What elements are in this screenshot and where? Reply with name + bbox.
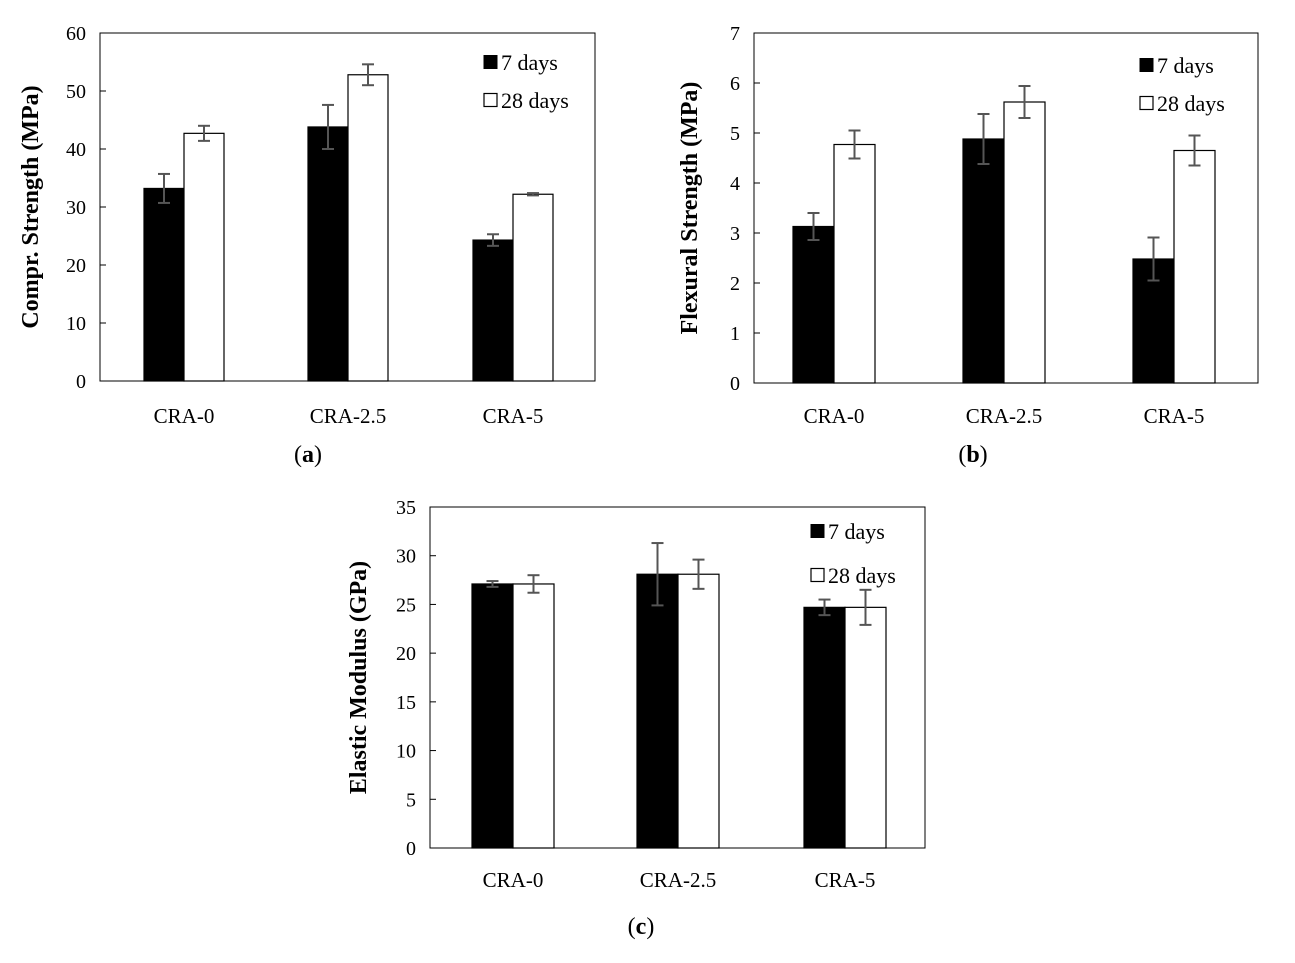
y-tick-label: 30 [396,546,416,568]
bar-7-days-cra-5 [472,239,514,382]
bar-28-days-cra-0 [183,132,225,382]
y-tick-label: 25 [396,594,416,616]
bar-28-days-cra-5 [512,193,554,382]
legend-swatch-28-days [1139,95,1154,111]
y-tick-label: 60 [66,23,86,45]
y-tick-label: 35 [396,497,416,519]
legend: 7 days 28 days [810,519,896,588]
category-label: CRA-2.5 [310,404,386,428]
legend-label-28-days: 28 days [501,88,569,113]
legend-label-28-days: 28 days [1157,91,1225,116]
bar-7-days-cra-2-5 [307,126,349,382]
panel-letter: c [636,914,647,940]
bar-7-days-cra-5 [803,606,846,849]
category-label: CRA-0 [804,404,865,428]
y-tick-label: 3 [730,223,740,245]
category-label: CRA-5 [483,404,544,428]
category-label: CRA-5 [1144,404,1205,428]
y-tick-label: 4 [730,173,740,195]
category-label: CRA-0 [483,868,544,892]
y-tick-label: 7 [730,23,740,45]
bar-28-days-cra-2-5 [347,74,389,382]
legend-label-7-days: 7 days [1157,53,1214,78]
legend-label-7-days: 7 days [828,519,885,544]
bar-7-days-cra-2-5 [962,138,1005,384]
panel-caption: (b) [958,442,987,468]
y-tick-label: 2 [730,273,740,295]
category-label: CRA-2.5 [640,868,716,892]
bar-28-days-cra-0 [833,143,876,384]
panel-caption-open: ( [628,914,636,940]
panel-caption-close: ) [646,914,654,940]
y-tick-label: 0 [406,838,416,860]
panel-caption: (c) [628,914,655,940]
panel-letter: a [302,442,314,468]
panel-caption-open: ( [294,442,302,468]
y-axis-title: Flexural Strength (MPa) [677,82,703,335]
y-tick-label: 1 [730,323,740,345]
bar-28-days-cra-2-5 [677,573,720,849]
legend-label-28-days: 28 days [828,563,896,588]
legend: 7 days 28 days [483,50,569,113]
y-tick-label: 20 [396,643,416,665]
panel-letter: b [966,442,979,468]
category-label: CRA-0 [154,404,215,428]
panel-caption: (a) [294,442,322,468]
legend-swatch-7-days [810,524,825,538]
legend: 7 days 28 days [1139,53,1225,116]
legend-label-7-days: 7 days [501,50,558,75]
y-tick-label: 20 [66,255,86,277]
y-tick-label: 0 [730,373,740,395]
panel-caption-close: ) [314,442,322,468]
panel-caption-open: ( [958,442,966,468]
bar-28-days-cra-5 [1173,149,1216,384]
bar-7-days-cra-2-5 [636,573,679,849]
legend-swatch-7-days [483,55,498,69]
y-tick-label: 0 [76,371,86,393]
chart-panel-a: 0 10 20 30 40 50 60 Compr. Strength (MPa) CRA-0 C… [18,23,596,468]
y-tick-label: 5 [406,789,416,811]
y-tick-label: 40 [66,139,86,161]
y-axis-title: Elastic Modulus (GPa) [346,561,372,794]
chart-panel-b: 0 1 2 3 4 5 6 7 Flexural Strength (MPa) CRA-0 CRA-… [677,23,1259,468]
category-label: CRA-5 [815,868,876,892]
bar-28-days-cra-5 [844,606,887,849]
y-tick-label: 6 [730,73,740,95]
chart-panel-c: 0 5 10 15 20 25 30 35 Elastic Modulus (GPa) CRA-0… [346,497,926,940]
bar-7-days-cra-0 [792,225,835,384]
legend-swatch-28-days [483,92,498,108]
bar-28-days-cra-0 [512,583,555,849]
y-tick-label: 5 [730,123,740,145]
bar-7-days-cra-0 [471,583,514,849]
y-axis-title: Compr. Strength (MPa) [18,85,44,328]
legend-swatch-28-days [810,567,825,583]
legend-swatch-7-days [1139,58,1154,72]
bar-28-days-cra-2-5 [1003,101,1046,384]
y-tick-label: 10 [396,741,416,763]
y-tick-label: 15 [396,692,416,714]
bar-7-days-cra-0 [143,187,185,382]
y-tick-label: 50 [66,81,86,103]
y-tick-label: 10 [66,313,86,335]
y-tick-label: 30 [66,197,86,219]
panel-caption-close: ) [980,442,988,468]
category-label: CRA-2.5 [966,404,1042,428]
